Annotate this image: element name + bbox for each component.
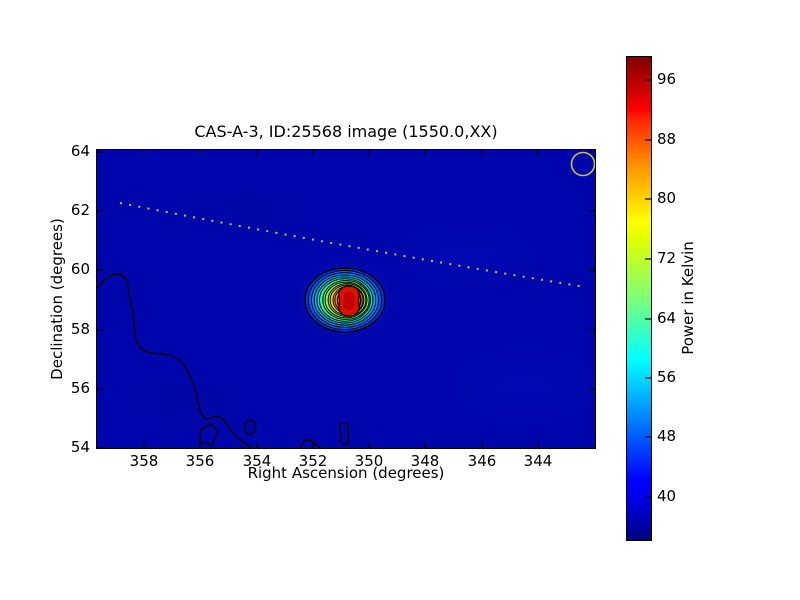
sky-noise-texture: [107, 172, 595, 440]
x-tick-label: 356: [185, 452, 215, 470]
axis-tick-marks: [97, 150, 595, 448]
sky-map-plot-area: [96, 149, 596, 449]
colorbar-tick-label: 64: [657, 309, 677, 327]
x-tick-label: 352: [298, 452, 328, 470]
colorbar-tick-label: 56: [657, 368, 677, 386]
colorbar-tick-label: 88: [657, 130, 677, 148]
colorbar: [626, 56, 652, 541]
x-axis-label: Right Ascension (degrees): [247, 464, 445, 482]
y-tick-label: 54: [70, 438, 90, 456]
main-source-contours: [293, 258, 397, 342]
colorbar-tick-label: 96: [657, 70, 677, 88]
x-tick-label: 358: [129, 452, 159, 470]
y-tick-label: 60: [70, 260, 90, 278]
colorbar-tick-label: 40: [657, 487, 677, 505]
colorbar-tick-label: 72: [657, 249, 677, 267]
circle-marker: [570, 151, 595, 177]
x-tick-label: 350: [354, 452, 384, 470]
x-tick-label: 348: [410, 452, 440, 470]
y-tick-label: 64: [70, 142, 90, 160]
colorbar-tick-marks: [645, 79, 651, 498]
colorbar-tick-label: 80: [657, 189, 677, 207]
sky-map-image: [97, 150, 595, 448]
x-tick-label: 346: [467, 452, 497, 470]
y-tick-label: 58: [70, 320, 90, 338]
noise-contour-lines: [97, 273, 350, 448]
y-tick-label: 56: [70, 379, 90, 397]
y-axis-label: Declination (degrees): [48, 218, 66, 380]
x-tick-label: 344: [523, 452, 553, 470]
plot-title: CAS-A-3, ID:25568 image (1550.0,XX): [194, 122, 498, 141]
x-tick-label: 354: [242, 452, 272, 470]
y-tick-label: 62: [70, 201, 90, 219]
colorbar-tick-label: 48: [657, 427, 677, 445]
